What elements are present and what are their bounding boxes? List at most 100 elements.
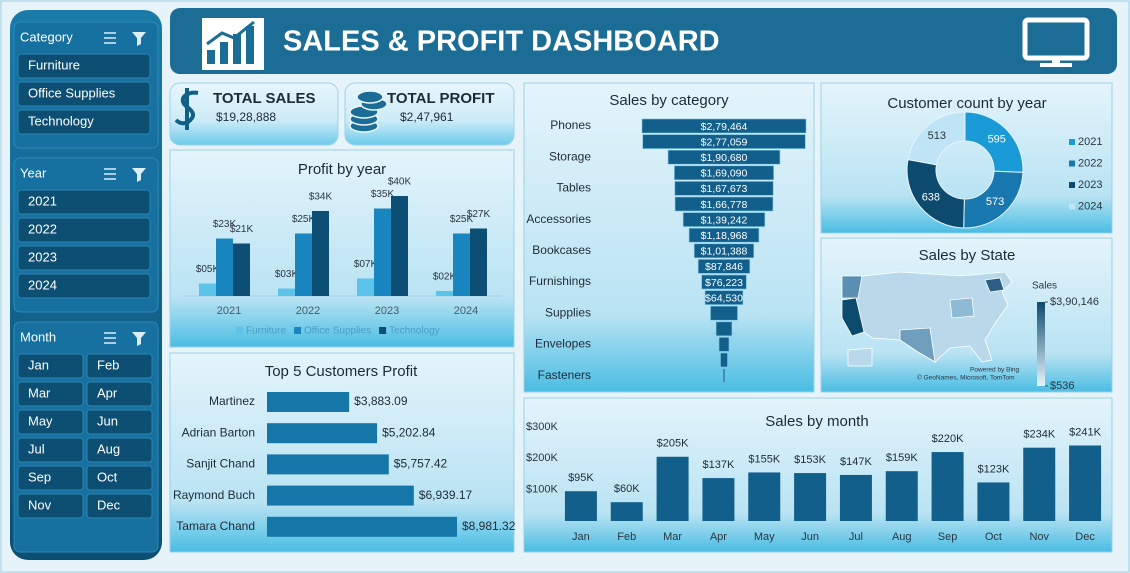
bar [278,288,295,296]
slicer-item[interactable] [17,353,84,379]
slicer-item-label[interactable]: Feb [97,357,119,372]
slicer-item-label[interactable]: Oct [97,469,118,484]
funnel-bar [674,196,774,212]
slicer-item[interactable] [17,189,151,215]
data-label: $1,66,778 [701,199,748,211]
x-tick-label: Aug [892,531,912,543]
data-label: $87,846 [705,261,743,273]
y-tick-label: Fasteners [538,368,591,382]
slicer-item[interactable] [86,493,153,519]
legend-label: Furniture [246,326,286,337]
slicer-item[interactable] [86,353,153,379]
funnel-bar [722,368,726,383]
data-label: $34K [309,192,333,203]
scale-label: $536 [1050,380,1074,392]
slicer-item-label[interactable]: Office Supplies [28,85,116,100]
slicer-item[interactable] [17,381,84,407]
slicer-item[interactable] [17,493,84,519]
slicer-item-label[interactable]: Dec [97,497,121,512]
slicer-item[interactable] [17,273,151,299]
slicer-item-label[interactable]: Jun [97,413,118,428]
bar [1023,447,1056,521]
data-label: $60K [614,483,640,495]
data-label: $21K [230,224,254,235]
data-label: 513 [928,130,946,142]
donut-slice [907,111,966,166]
data-label: $2,77,059 [701,136,748,148]
slicer-item[interactable] [17,109,151,135]
slicer-item[interactable] [17,245,151,271]
bar [374,208,391,296]
slicer-title: Month [20,329,56,344]
data-label: $1,01,388 [701,246,748,258]
x-tick-label: 2023 [375,305,399,317]
charts: 2021 $05K $23K$21K 2022 $03K $25K $34K 2023 $07K… [173,111,1102,543]
kpi-card [169,82,339,146]
slicer-item[interactable] [86,465,153,491]
bar [794,473,827,521]
slicer-item-label[interactable]: 2023 [28,249,57,264]
map-credit: Powered by Bing [970,367,1020,374]
funnel-bar [718,337,730,352]
coins-icon [349,90,388,133]
slicer-item-label[interactable]: Jan [28,357,49,372]
multiselect-icon [104,332,116,344]
slicer-item-label[interactable]: Technology [28,113,94,128]
data-label: $3,883.09 [354,394,408,408]
slicer-item-label[interactable]: Apr [97,385,118,400]
y-tick-label: Furnishings [529,274,591,288]
slicer-item-label[interactable]: 2024 [28,277,57,292]
legend-swatch [1069,182,1075,188]
data-label: $64,530 [705,292,743,304]
data-label: $137K [703,459,735,471]
slicer-item-label[interactable]: Mar [28,385,51,400]
slicer-item[interactable] [86,437,153,463]
x-tick-label: Feb [617,531,636,543]
kpi-title: TOTAL SALES [213,90,316,107]
slicer-item-label[interactable]: 2021 [28,193,57,208]
slicer-item-label[interactable]: 2022 [28,221,57,236]
data-label: $02K [433,272,457,283]
slicer-item-label[interactable]: Furniture [28,57,80,72]
data-label: $25K [292,214,316,225]
y-tick-label: Bookcases [532,243,591,257]
legend-label: 2021 [1078,136,1102,148]
slicer-item[interactable] [17,217,151,243]
slicer-item[interactable] [86,409,153,435]
legend-label: Office Supplies [304,326,371,337]
slicer-item[interactable] [86,381,153,407]
funnel-bar [720,352,728,368]
multiselect-icon [104,168,116,180]
header-icon [202,18,264,70]
data-label: $1,18,968 [701,230,748,242]
slicer-item[interactable] [17,409,84,435]
bar [199,283,216,296]
data-label: $95K [568,472,594,484]
bar [702,478,735,521]
slicer-item-label[interactable]: May [28,413,53,428]
slicer-item-label[interactable]: Sep [28,469,51,484]
data-label: $03K [275,269,299,280]
funnel-bar [642,134,806,149]
slicer-item-label[interactable]: Nov [28,497,52,512]
bar [267,485,414,506]
x-tick-label: Nov [1029,531,1049,543]
y-tick-label: Phones [550,118,591,132]
slicer-item[interactable] [17,81,151,107]
slicer-item-label[interactable]: Aug [97,441,120,456]
kpi-value: $19,28,888 [216,110,276,124]
data-label: $123K [978,463,1010,475]
funnel-bar [704,290,744,305]
slicer-item[interactable] [17,465,84,491]
y-tick-label: $300K [526,421,558,433]
bar [748,472,781,521]
slicer-item[interactable] [17,437,84,463]
bar [656,456,689,521]
y-tick-label: Storage [549,149,591,163]
slicer-item-label[interactable]: Jul [28,441,45,456]
funnel-bar [667,149,781,165]
data-label: $205K [657,438,689,450]
legend-label: 2024 [1078,200,1102,212]
slicer-item[interactable] [17,53,151,79]
